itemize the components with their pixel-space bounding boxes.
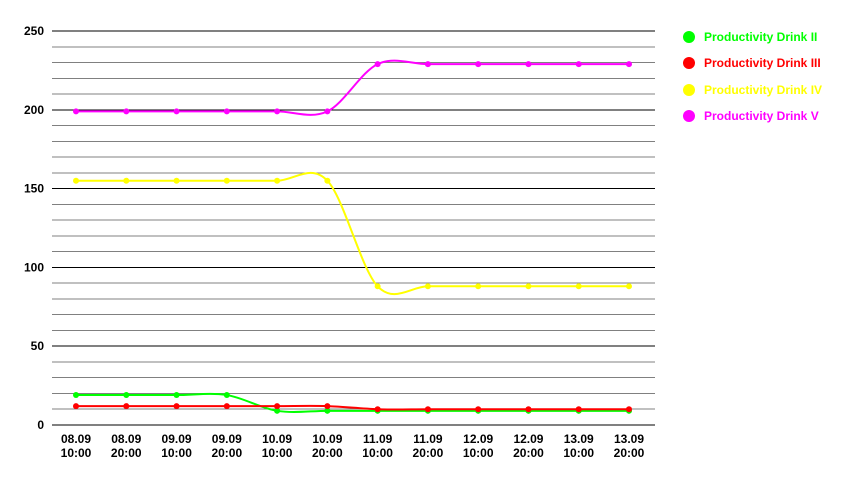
legend-label: Productivity Drink V	[704, 109, 819, 124]
legend-marker-icon	[683, 31, 695, 44]
data-point	[73, 177, 79, 184]
x-tick-label: 13.09 20:00	[614, 432, 645, 460]
data-point	[274, 108, 281, 115]
series-line	[76, 59, 629, 116]
data-point	[626, 406, 632, 413]
data-point	[626, 61, 632, 68]
data-point	[123, 403, 130, 410]
data-point	[374, 283, 381, 290]
series-2	[73, 403, 632, 413]
legend-item[interactable]: Productivity Drink IV	[683, 77, 858, 103]
data-point	[324, 403, 331, 410]
x-tick-label: 12.09 10:00	[463, 432, 494, 460]
x-tick-label: 13.09 10:00	[563, 432, 594, 460]
data-point	[575, 283, 582, 290]
x-tick-label: 10.09 20:00	[312, 432, 343, 460]
data-point	[173, 177, 180, 184]
legend-marker-icon	[683, 83, 695, 96]
data-point	[525, 406, 532, 413]
legend-item[interactable]: Productivity Drink V	[683, 103, 858, 129]
series-1	[73, 392, 632, 414]
legend-label: Productivity Drink IV	[704, 82, 823, 97]
series-line	[75, 392, 629, 413]
legend-label: Productivity Drink III	[704, 56, 821, 71]
legend-label: Productivity Drink II	[704, 30, 818, 45]
data-point	[626, 283, 632, 290]
series-3	[73, 171, 632, 296]
data-point	[73, 392, 79, 399]
data-point	[324, 177, 331, 184]
x-tick-label: 12.09 20:00	[513, 432, 544, 460]
data-point	[575, 61, 582, 68]
data-point	[324, 108, 331, 115]
legend-item[interactable]: Productivity Drink II	[683, 24, 858, 50]
data-point	[374, 406, 381, 413]
data-point	[475, 61, 482, 68]
data-point	[575, 406, 582, 413]
x-tick-label: 10.09 10:00	[262, 432, 293, 460]
y-axis-ticks: 0 50 100 150 200 250	[24, 24, 44, 432]
y-tick-label: 150	[24, 182, 44, 196]
data-point	[123, 177, 130, 184]
data-point	[274, 177, 281, 184]
data-point	[525, 283, 532, 290]
legend-marker-icon	[683, 110, 695, 123]
data-point	[73, 403, 79, 410]
data-point	[475, 283, 482, 290]
data-point	[223, 108, 230, 115]
y-tick-label: 50	[31, 339, 45, 353]
x-tick-label: 11.09 20:00	[413, 432, 444, 460]
y-tick-label: 0	[37, 418, 44, 432]
x-tick-label: 09.09 10:00	[161, 432, 192, 460]
legend-marker-icon	[683, 57, 695, 70]
x-tick-label: 08.09 10:00	[61, 432, 92, 460]
data-point	[223, 177, 230, 184]
y-tick-label: 200	[24, 103, 44, 117]
x-tick-label: 09.09 20:00	[211, 432, 242, 460]
data-point	[424, 406, 431, 413]
data-point	[123, 108, 130, 115]
series-line	[75, 171, 629, 296]
legend-item[interactable]: Productivity Drink III	[683, 50, 858, 76]
data-point	[424, 283, 431, 290]
series-4	[73, 59, 632, 116]
x-tick-label: 08.09 20:00	[111, 432, 142, 460]
data-point	[324, 407, 331, 414]
series-layer	[73, 59, 632, 414]
data-point	[424, 61, 431, 68]
x-axis-ticks: 08.09 10:00 08.09 20:00 09.09 10:00 09.09 20:00…	[61, 432, 645, 460]
data-point	[525, 61, 532, 68]
gridlines	[52, 30, 655, 426]
data-point	[73, 108, 79, 115]
data-point	[173, 108, 180, 115]
data-point	[223, 392, 230, 399]
data-point	[223, 403, 230, 410]
x-tick-label: 11.09 10:00	[362, 432, 393, 460]
legend: Productivity Drink II Productivity Drink …	[683, 24, 858, 129]
y-tick-label: 250	[24, 24, 44, 38]
series-line	[76, 404, 629, 411]
data-point	[173, 392, 180, 399]
data-point	[274, 407, 281, 414]
data-point	[475, 406, 482, 413]
data-point	[123, 392, 130, 399]
data-point	[173, 403, 180, 410]
data-point	[374, 61, 381, 68]
data-point	[274, 403, 281, 410]
y-tick-label: 100	[24, 260, 44, 274]
